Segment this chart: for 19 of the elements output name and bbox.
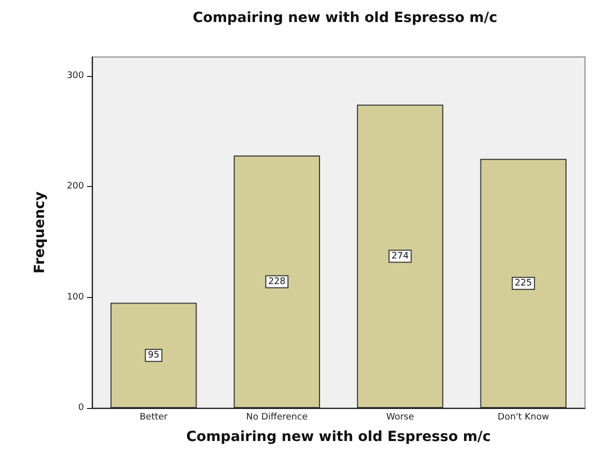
data-label: 228	[268, 276, 286, 287]
y-tick-label: 300	[66, 70, 84, 81]
y-axis-title: Frequency	[32, 192, 48, 274]
y-tick-label: 200	[66, 182, 84, 192]
x-tick-label: Don't Know	[498, 412, 550, 422]
bar	[234, 156, 320, 408]
y-tick-label: 100	[66, 292, 84, 302]
bar	[356, 104, 444, 408]
x-tick-label: No Difference	[246, 412, 308, 422]
x-tick-label: Better	[140, 412, 168, 422]
x-tick-label: Worse	[386, 412, 414, 422]
data-label: 274	[392, 251, 409, 262]
y-tick-label: 0	[78, 403, 84, 413]
x-axis-title: Compairing new with old Espresso m/c	[186, 429, 491, 445]
chart-title: Compairing new with old Espresso m/c	[192, 10, 498, 26]
bar	[480, 158, 567, 408]
data-label: 95	[148, 350, 160, 360]
data-label: 225	[514, 278, 532, 288]
bar	[110, 302, 197, 408]
